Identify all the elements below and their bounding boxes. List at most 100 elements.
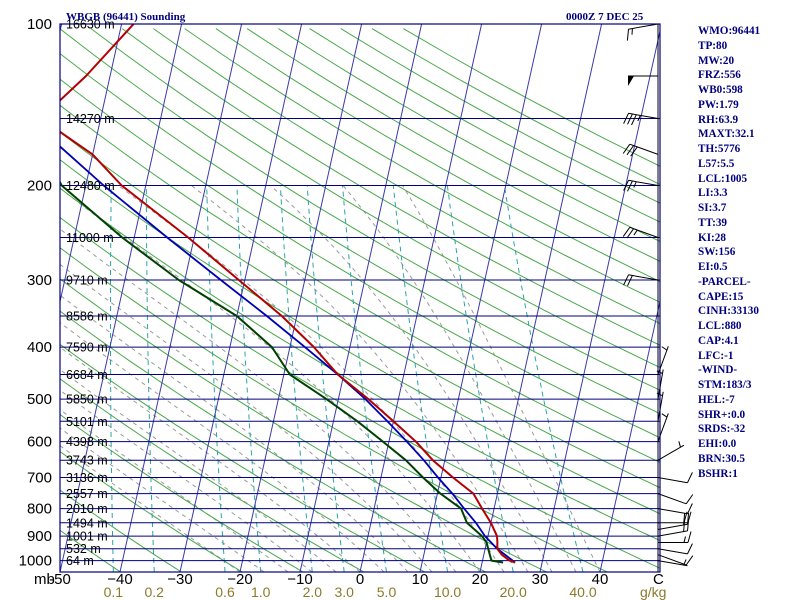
dry-adiabat-290: [60, 310, 486, 572]
stat-item: LFC:-1: [698, 349, 734, 362]
pressure-tick-label: 700: [27, 470, 52, 487]
pressure-tick-label: 900: [27, 528, 52, 545]
mixing-ratio-line-1: [236, 185, 262, 572]
stat-item: WMO:96441: [698, 25, 761, 37]
isotherm-40: [599, 299, 660, 572]
dry-adiabat-300: [60, 278, 547, 572]
height-label: 5101 m: [66, 415, 108, 429]
mixing-ratio-line-10: [392, 185, 449, 572]
plot-frame: [59, 23, 661, 573]
pressure-tick-label: 600: [27, 434, 52, 451]
isotherm--70: [60, 24, 63, 34]
stat-item: RH:63.9: [698, 113, 739, 126]
stat-item: KI:28: [698, 231, 726, 244]
stat-item: -PARCEL-: [698, 275, 751, 288]
stat-item: EHI:0.0: [698, 438, 737, 450]
stat-item: WB0:598: [698, 84, 743, 96]
wind-barb: [626, 23, 659, 41]
moist-adiabat-32: [270, 185, 553, 572]
wind-barb: [622, 226, 659, 239]
temperature-tick-label: −20: [227, 571, 252, 588]
temperature-tick-label: −10: [287, 571, 312, 588]
height-label: 1494 m: [66, 516, 108, 530]
stat-item: HEL:-7: [698, 393, 735, 406]
temperature-tick-label: 40: [592, 571, 609, 588]
wind-barb: [657, 472, 693, 484]
dry-adiabat-370: [60, 78, 660, 439]
height-label: 16630 m: [66, 18, 115, 32]
dewpoint-trace: [60, 180, 504, 564]
mixing-ratio-unit-label: g/kg: [640, 584, 666, 600]
moist-adiabat--20: [60, 445, 241, 572]
isotherm--30: [179, 24, 303, 572]
pressure-tick-label: 400: [27, 339, 52, 356]
mixing-ratio-line-0.2: [145, 185, 155, 572]
stat-item: MW:20: [698, 54, 735, 67]
wind-barb: [623, 112, 659, 126]
stat-item: EI:0.5: [698, 261, 728, 273]
stat-item: SRDS:-32: [698, 423, 746, 436]
height-label: 1001 m: [66, 530, 108, 544]
mixing-ratio-tick-label: 0.2: [144, 584, 164, 600]
stat-item: CAP:4.1: [698, 334, 739, 347]
height-label: 5850 m: [66, 393, 108, 407]
isotherm--80: [0, 24, 2, 572]
isotherm--60: [60, 24, 123, 304]
sounding-profiles: [60, 24, 516, 564]
height-label: 4398 m: [66, 435, 108, 449]
dry-adiabat-270: [60, 378, 365, 572]
mixing-ratio-tick-label: 0.1: [104, 584, 124, 600]
dry-adiabat-310: [60, 247, 608, 572]
stat-item: LCL:1005: [698, 172, 748, 185]
stat-item: LCL:880: [698, 320, 742, 332]
stat-item: STM:183/3: [698, 379, 752, 391]
dry-adiabat-380: [60, 52, 660, 415]
dry-adiabat-280: [60, 343, 425, 572]
wind-barb: [657, 503, 693, 515]
stat-item: LI:3.3: [698, 187, 728, 200]
wind-barb: [623, 274, 659, 287]
height-label: 9710 m: [66, 274, 108, 288]
height-label: 3136 m: [66, 471, 108, 485]
height-label: 14270 m: [66, 112, 115, 126]
wind-barb: [622, 143, 659, 157]
isotherm-0: [359, 24, 483, 572]
moist-adiabat--12: [60, 409, 289, 572]
height-label: 6684 m: [66, 368, 108, 382]
mixing-ratio-tick-label: 3.0: [334, 584, 354, 600]
temperature-trace: [60, 24, 516, 564]
dry-adiabat-250: [60, 451, 243, 572]
wind-barb: [657, 493, 694, 505]
dry-adiabat-330: [60, 187, 660, 542]
mixing-ratio-line-3: [306, 185, 345, 572]
temperature-tick-label: −30: [167, 571, 192, 588]
height-label: 532 m: [66, 542, 101, 556]
dry-adiabat-340: [60, 159, 660, 515]
mixing-ratio-tick-label: 10.0: [434, 584, 461, 600]
height-label: 11000 m: [66, 231, 114, 245]
dry-adiabat-360: [60, 104, 660, 463]
mixing-ratio-tick-label: 1.0: [251, 584, 271, 600]
temperature-tick-label: −40: [107, 571, 132, 588]
dry-adiabat-410: [121, 28, 660, 346]
moist-adiabat--16: [60, 427, 265, 572]
dry-adiabat-350: [60, 131, 660, 489]
wind-barb: [657, 441, 685, 461]
temperature-tick-label: 0: [356, 571, 364, 588]
stat-item: FRZ:556: [698, 69, 741, 82]
dry-adiabats: [60, 28, 660, 572]
dry-adiabat-240: [60, 489, 182, 572]
temperature-tick-label: 30: [532, 571, 549, 588]
wind-barb: [623, 179, 659, 192]
moist-adiabat-20: [60, 187, 481, 572]
stat-item: TP:80: [698, 39, 728, 52]
stat-item: -WIND-: [698, 364, 738, 377]
pressure-unit-label: mb: [34, 571, 55, 588]
isotherm--20: [239, 24, 363, 572]
temperature-tick-label: -50: [49, 571, 71, 588]
mixing-ratio-line-5: [342, 185, 387, 572]
height-label: 64 m: [66, 554, 94, 568]
stat-item: MAXT:32.1: [698, 128, 755, 141]
